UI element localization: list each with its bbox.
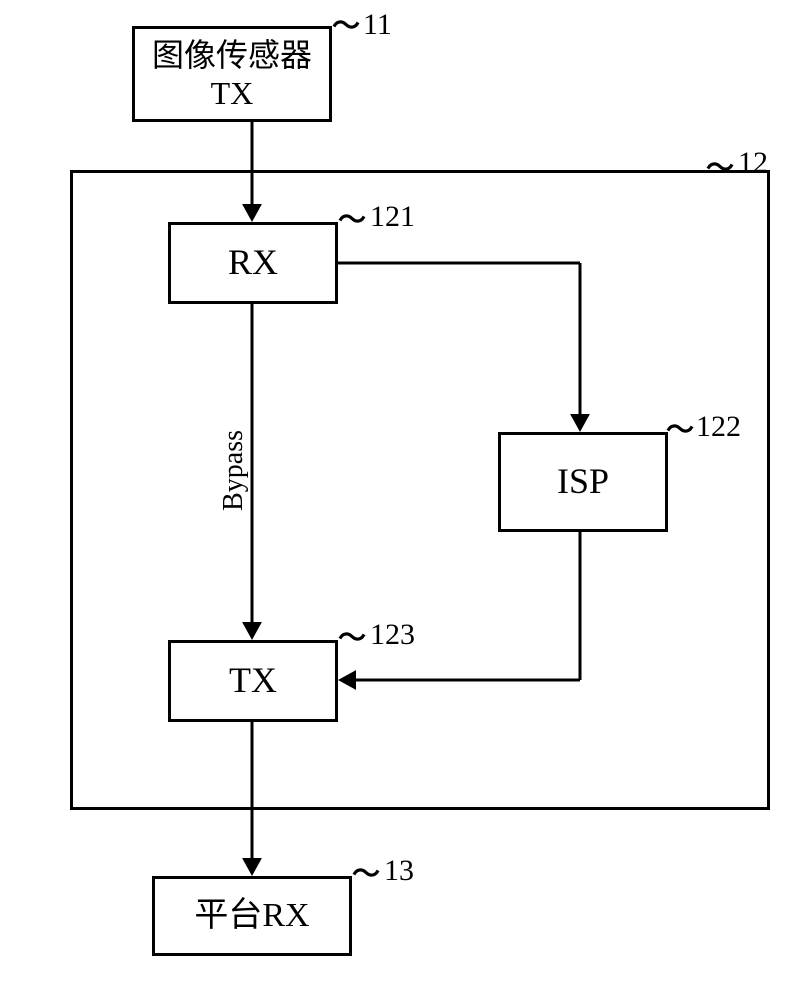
edge-label-bypass: Bypass: [218, 430, 250, 511]
node-rx: RX: [168, 222, 338, 304]
node-tx: TX: [168, 640, 338, 722]
tilde-13: 〜: [352, 852, 380, 892]
node-isp: ISP: [498, 432, 668, 532]
tilde-122: 〜: [666, 408, 694, 448]
label-122: 122: [696, 410, 741, 444]
label-11: 11: [363, 8, 392, 42]
tilde-121: 〜: [338, 198, 366, 238]
label-123: 123: [370, 618, 415, 652]
node-tx-text: TX: [229, 659, 277, 702]
label-121: 121: [370, 200, 415, 234]
node-sensor-line2: TX: [211, 74, 254, 112]
node-isp-text: ISP: [557, 460, 609, 503]
tilde-12: 〜: [706, 146, 734, 186]
tilde-123: 〜: [338, 616, 366, 656]
label-13: 13: [384, 854, 414, 888]
node-rx-text: RX: [228, 241, 278, 284]
node-image-sensor-tx: 图像传感器 TX: [132, 26, 332, 122]
diagram-canvas: 图像传感器 TX RX ISP TX 平台RX 〜 11 〜 12 〜 121 …: [0, 0, 802, 1000]
label-12: 12: [738, 146, 768, 180]
node-platform-text: 平台RX: [194, 896, 309, 937]
tilde-11: 〜: [332, 4, 360, 44]
node-sensor-line1: 图像传感器: [152, 36, 312, 74]
node-platform-rx: 平台RX: [152, 876, 352, 956]
